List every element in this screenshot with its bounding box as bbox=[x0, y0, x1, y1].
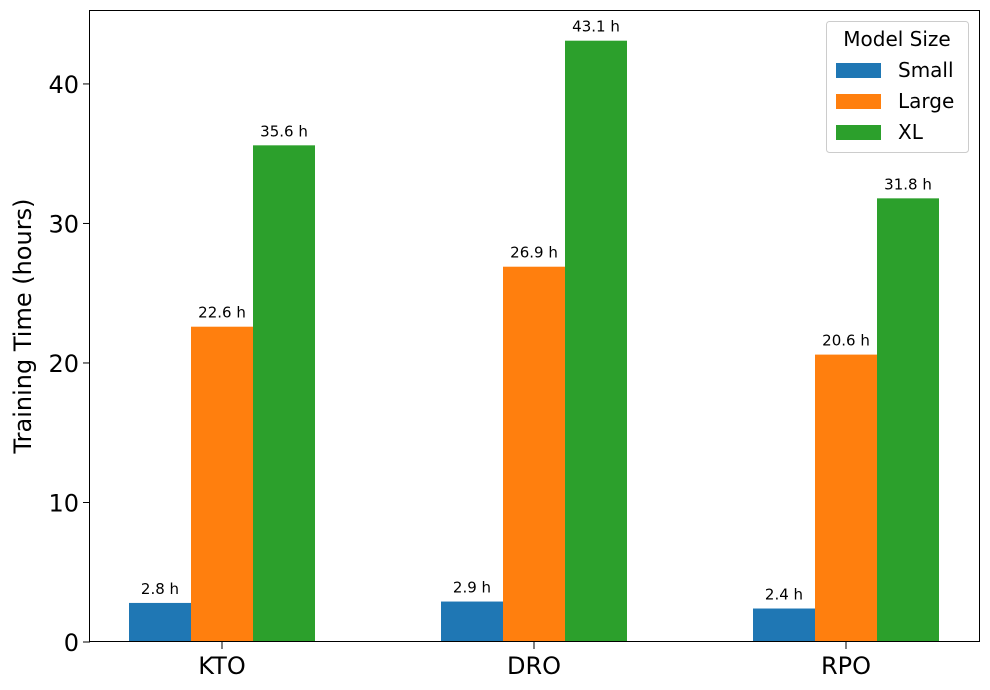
bar-xl-dro bbox=[565, 40, 627, 642]
legend-swatch-small bbox=[836, 63, 881, 78]
data-label: 31.8 h bbox=[884, 175, 932, 193]
bar-large-rpo bbox=[815, 354, 877, 642]
y-tick-label: 10 bbox=[48, 489, 79, 517]
x-axis-ticks: KTO DRO RPO bbox=[198, 642, 871, 680]
plot-frame bbox=[89, 10, 980, 642]
y-tick-label: 40 bbox=[48, 71, 79, 99]
data-label: 22.6 h bbox=[198, 304, 246, 322]
bar-xl-rpo bbox=[877, 198, 939, 643]
x-tick-label: KTO bbox=[198, 652, 245, 680]
bar-small-kto bbox=[129, 602, 191, 642]
bar-large-kto bbox=[191, 326, 253, 642]
data-labels-group: 2.8 h 2.9 h 2.4 h 22.6 h 26.9 h 20.6 h 35.6 h 4… bbox=[141, 18, 932, 604]
data-label: 43.1 h bbox=[572, 18, 620, 36]
legend: Model Size Small Large XL bbox=[826, 21, 969, 153]
data-label: 2.8 h bbox=[141, 580, 179, 598]
x-tick-label: DRO bbox=[507, 652, 561, 680]
legend-title: Model Size bbox=[843, 27, 950, 51]
bar-large-dro bbox=[503, 266, 565, 642]
legend-swatch-xl bbox=[836, 125, 881, 140]
bar-small-rpo bbox=[753, 608, 815, 642]
bar-xl-kto bbox=[253, 145, 315, 642]
y-axis-title: Training Time (hours) bbox=[9, 199, 37, 455]
bar-small-dro bbox=[441, 601, 503, 642]
legend-label-small: Small bbox=[898, 58, 954, 82]
data-label: 20.6 h bbox=[822, 332, 870, 350]
y-tick-label: 20 bbox=[48, 350, 79, 378]
y-axis-ticks: 0 10 20 30 40 bbox=[48, 71, 90, 657]
data-label: 35.6 h bbox=[260, 122, 308, 140]
data-label: 2.9 h bbox=[453, 579, 491, 597]
x-tick-label: RPO bbox=[821, 652, 871, 680]
y-tick-label: 30 bbox=[48, 210, 79, 238]
bars-group bbox=[129, 40, 939, 643]
y-tick-label: 0 bbox=[64, 629, 79, 657]
data-label: 2.4 h bbox=[765, 586, 803, 604]
legend-label-xl: XL bbox=[898, 120, 924, 144]
legend-label-large: Large bbox=[898, 89, 954, 113]
legend-box bbox=[826, 21, 969, 153]
legend-swatch-large bbox=[836, 94, 881, 109]
data-label: 26.9 h bbox=[510, 244, 558, 262]
